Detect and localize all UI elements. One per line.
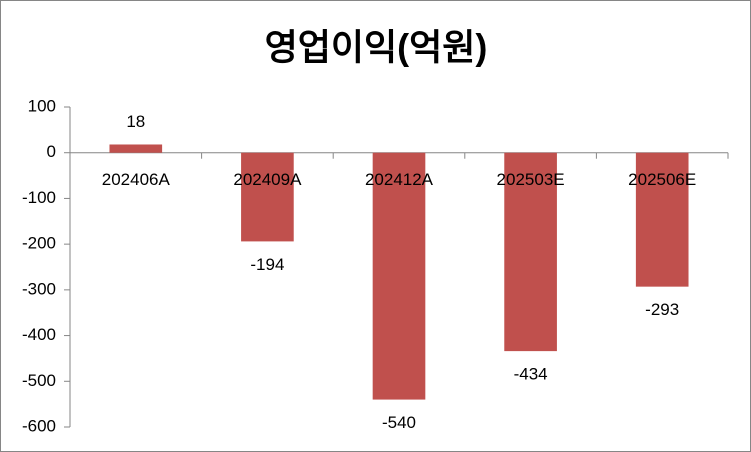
data-label: 18	[126, 112, 145, 131]
bar	[109, 144, 163, 153]
y-tick-label: -200	[22, 234, 56, 253]
y-tick-label: 0	[47, 142, 56, 161]
x-tick-label: 202506E	[628, 170, 696, 189]
bar	[635, 152, 689, 287]
x-tick-label: 202412A	[365, 170, 434, 189]
bar	[372, 152, 426, 400]
bar	[241, 152, 294, 242]
data-label: -434	[514, 365, 548, 384]
x-tick-label: 202406A	[102, 170, 171, 189]
y-tick-label: -600	[22, 416, 56, 435]
bar	[504, 152, 557, 352]
y-tick-label: -100	[22, 188, 56, 207]
y-tick-label: -500	[22, 371, 56, 390]
y-tick-label: -400	[22, 325, 56, 344]
x-tick-label: 202409A	[233, 170, 302, 189]
y-tick-label: 100	[28, 96, 56, 115]
data-label: -540	[382, 413, 416, 432]
data-label: -293	[645, 300, 679, 319]
x-tick-label: 202503E	[497, 170, 565, 189]
y-tick-label: -300	[22, 279, 56, 298]
chart-title: 영업이익(억원)	[265, 27, 488, 68]
data-label: -194	[250, 255, 284, 274]
